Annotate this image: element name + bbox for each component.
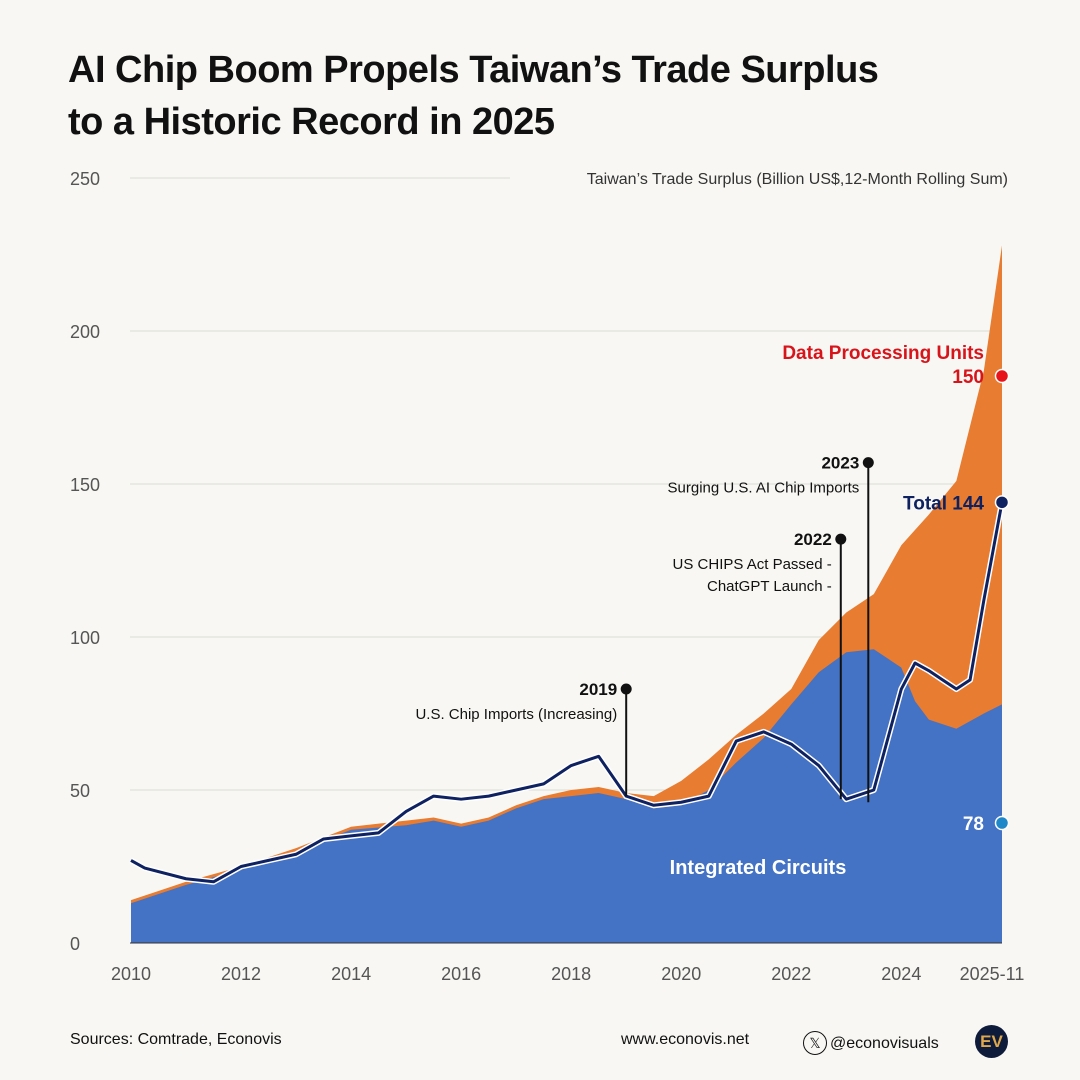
y-tick-label: 0: [70, 934, 80, 954]
chart-subtitle: Taiwan’s Trade Surplus (Billion US$,12-M…: [587, 171, 1008, 188]
econovis-logo: EV: [975, 1025, 1008, 1058]
x-tick-label: 2020: [661, 964, 701, 984]
annotation-year: 2019: [579, 680, 617, 699]
y-tick-label: 100: [70, 628, 100, 648]
annotation-text: US CHIPS Act Passed -: [673, 556, 832, 573]
dpu-end-dot: [994, 368, 1010, 384]
y-tick-label: 250: [70, 169, 100, 189]
total-label: Total 144: [903, 493, 984, 514]
ic-value: 78: [963, 814, 984, 835]
x-tick-label: 2016: [441, 964, 481, 984]
total-line: [130, 502, 1004, 884]
x-tick-label: 2022: [771, 964, 811, 984]
title-line-1: AI Chip Boom Propels Taiwan’s Trade Surp…: [68, 49, 879, 91]
dpu-value: 150: [952, 367, 984, 388]
x-tick-label: 2014: [331, 964, 371, 984]
x-logo-icon: 𝕏: [803, 1031, 827, 1055]
annotation-text: U.S. Chip Imports (Increasing): [415, 706, 617, 723]
sources: Sources: Comtrade, Econovis: [70, 1031, 282, 1048]
x-tick-label: 2024: [881, 964, 921, 984]
ic-area: [131, 649, 1002, 943]
annotation-dot: [862, 457, 874, 469]
title-line-2: to a Historic Record in 2025: [68, 101, 555, 143]
ic-label: Integrated Circuits: [670, 857, 847, 879]
social-handle[interactable]: @econovisuals: [830, 1035, 939, 1052]
annotation-dot: [620, 683, 632, 695]
chart-title: AI Chip Boom Propels Taiwan’s Trade Surp…: [68, 44, 879, 148]
x-tick-label: 2018: [551, 964, 591, 984]
annotation-text: ChatGPT Launch -: [707, 578, 832, 595]
annotation-text: Surging U.S. AI Chip Imports: [668, 480, 860, 497]
total-end-dot: [994, 495, 1010, 510]
x-tick-label: 2010: [111, 964, 151, 984]
annotation-year: 2023: [821, 454, 859, 473]
dpu-label: Data Processing Units: [782, 343, 984, 364]
x-tick-label: 2025-11: [960, 964, 1025, 984]
annotation-year: 2022: [794, 530, 832, 549]
x-tick-label: 2012: [221, 964, 261, 984]
website-link[interactable]: www.econovis.net: [621, 1031, 750, 1048]
y-tick-label: 150: [70, 475, 100, 495]
annotation-dot: [835, 533, 847, 545]
y-tick-label: 50: [70, 781, 90, 801]
y-tick-label: 200: [70, 322, 100, 342]
ic-end-dot: [994, 815, 1010, 831]
